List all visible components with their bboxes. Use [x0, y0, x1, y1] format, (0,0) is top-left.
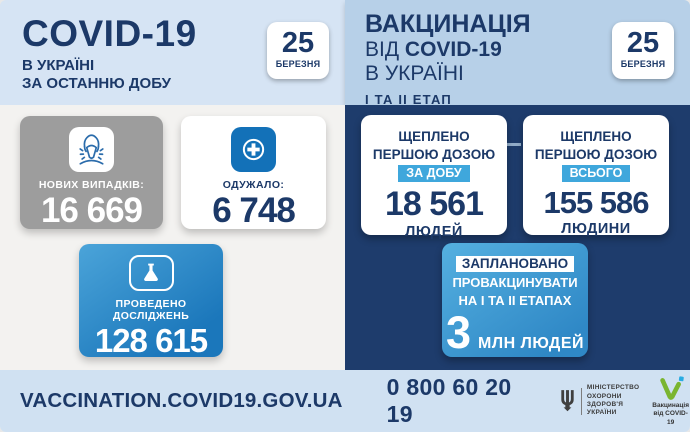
new-cases-label: НОВИХ ВИПАДКІВ:: [38, 179, 145, 191]
ministry-line4: УКРАЇНИ: [586, 409, 617, 417]
ministry-line2: ОХОРОНИ: [586, 392, 622, 400]
medical-cross-icon: [231, 127, 276, 172]
hotline-phone[interactable]: 0 800 60 20 19: [386, 374, 512, 427]
vaccination-title-line3: В УКРАЇНІ: [365, 61, 464, 85]
planned-unit: МЛН ЛЮДЕЙ: [478, 335, 584, 353]
new-cases-card: НОВИХ ВИПАДКІВ: 16 669: [20, 116, 163, 229]
lab-flask-icon: [128, 255, 174, 291]
trident-icon: [561, 390, 574, 412]
planned-value-row: 3 МЛН ЛЮДЕЙ: [446, 307, 584, 359]
recovered-card: ОДУЖАЛО: 6 748: [181, 116, 326, 229]
v-checkmark-icon: [659, 376, 684, 401]
recovered-label: ОДУЖАЛО:: [222, 179, 285, 191]
line2-prefix: ВІД: [365, 38, 405, 61]
date-day: 25: [281, 27, 315, 59]
vaccination-logo-caption: Вакцинація від COVID-19: [651, 402, 690, 426]
tests-label: ПРОВЕДЕНО ДОСЛІДЖЕНЬ: [112, 298, 190, 322]
planned-line3: НА І ТА ІІ ЕТАПАХ: [458, 292, 572, 308]
dose-total-line2: ПЕРШОЮ ДОЗОЮ: [534, 146, 658, 162]
new-cases-value: 16 669: [40, 191, 143, 230]
vaccination-stage-label: І ТА ІІ ЕТАП: [365, 92, 452, 108]
cards-connector-dash: [507, 143, 521, 146]
ministry-name: МІНІСТЕРСТВО ОХОРОНИ ЗДОРОВ'Я УКРАЇНИ: [587, 384, 639, 418]
date-badge-right: 25 БЕРЕЗНЯ: [612, 22, 674, 79]
dose-day-unit: ЛЮДЕЙ: [405, 223, 463, 240]
covid-stats-header: COVID-19 В УКРАЇНІ ЗА ОСТАННЮ ДОБУ 25 БЕ…: [0, 0, 345, 105]
date-month: БЕРЕЗНЯ: [620, 59, 666, 69]
tests-card: ПРОВЕДЕНО ДОСЛІДЖЕНЬ 128 615: [79, 244, 223, 357]
logo-divider: [580, 387, 582, 415]
dose-total-chip: ВСЬОГО: [561, 165, 631, 183]
line2-covid: COVID-19: [404, 38, 502, 61]
header-subtitle-period: ЗА ОСТАННЮ ДОБУ: [22, 75, 171, 93]
vlogo-line2: від COVID-19: [653, 410, 688, 426]
date-badge-left: 25 БЕРЕЗНЯ: [267, 22, 329, 79]
vaccination-logo: Вакцинація від COVID-19: [651, 375, 690, 426]
dose-total-unit: ЛЮДИНИ: [561, 220, 631, 237]
sneeze-icon: [69, 127, 114, 172]
ministry-line1: МІНІСТЕРСТВО: [586, 384, 640, 392]
vaccinated-per-day-card: ЩЕПЛЕНО ПЕРШОЮ ДОЗОЮ ЗА ДОБУ 18 561 ЛЮДЕ…: [361, 115, 507, 240]
ministry-line3: ЗДОРОВ'Я: [586, 401, 624, 408]
dose-day-line2: ПЕРШОЮ ДОЗОЮ: [372, 146, 496, 162]
dose-day-value: 18 561: [385, 185, 484, 224]
vaccination-header: ВАКЦИНАЦІЯ ВІД COVID-19 В УКРАЇНІ І ТА І…: [345, 0, 690, 108]
page-title: COVID-19: [22, 13, 197, 54]
planned-line2: ПРОВАКЦИНУВАТИ: [452, 275, 578, 290]
footer-bar: VACCINATION.COVID19.GOV.UA 0 800 60 20 1…: [0, 370, 690, 432]
tests-value: 128 615: [94, 322, 208, 359]
vaccination-title-line2: ВІД COVID-19: [365, 38, 690, 62]
header-subtitle-country: В УКРАЇНІ: [22, 57, 95, 74]
vaccinated-total-card: ЩЕПЛЕНО ПЕРШОЮ ДОЗОЮ ВСЬОГО 155 586 ЛЮДИ…: [523, 115, 669, 237]
dose-total-line1: ЩЕПЛЕНО: [560, 129, 632, 144]
planned-vaccination-card: ЗАПЛАНОВАНО ПРОВАКЦИНУВАТИ НА І ТА ІІ ЕТ…: [442, 243, 588, 357]
dose-day-line1: ЩЕПЛЕНО: [398, 129, 470, 144]
dose-day-chip: ЗА ДОБУ: [398, 165, 470, 183]
vlogo-line1: Вакцинація: [652, 402, 689, 410]
planned-value: 3: [446, 307, 472, 359]
planned-chip: ЗАПЛАНОВАНО: [455, 256, 575, 272]
recovered-value: 6 748: [212, 191, 296, 230]
vaccination-title: ВАКЦИНАЦІЯ: [365, 10, 531, 38]
date-month: БЕРЕЗНЯ: [275, 59, 321, 69]
ministry-logo: МІНІСТЕРСТВО ОХОРОНИ ЗДОРОВ'Я УКРАЇНИ: [559, 384, 639, 418]
vaccination-site-link[interactable]: VACCINATION.COVID19.GOV.UA: [20, 389, 343, 412]
dose-total-value: 155 586: [543, 185, 649, 221]
date-day: 25: [626, 27, 660, 59]
